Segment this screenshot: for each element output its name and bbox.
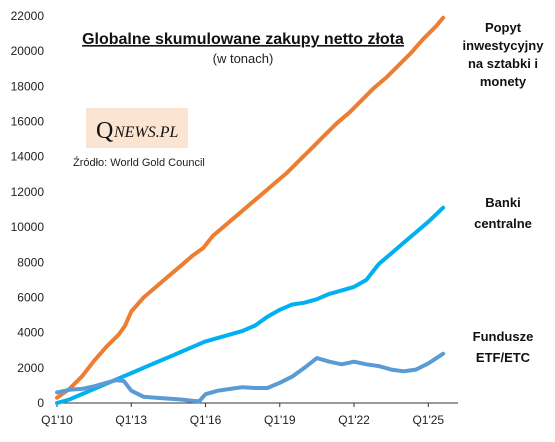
- y-tick-label: 4000: [17, 326, 44, 340]
- x-tick-label: Q1'25: [412, 413, 444, 427]
- y-tick-label: 12000: [11, 185, 45, 199]
- logo-big-letter: Q: [96, 118, 113, 144]
- series-line-central-banks: [55, 205, 446, 405]
- series-line-investment-demand: [55, 15, 446, 400]
- y-tick-label: 22000: [11, 9, 45, 23]
- chart-title: Globalne skumulowane zakupy netto złota: [82, 31, 404, 48]
- source-note: Źródło: World Gold Council: [73, 156, 205, 169]
- logo-text: NEWS.PL: [113, 124, 179, 141]
- logo-background: [86, 108, 188, 148]
- series-label-line: na sztabki i: [468, 56, 538, 71]
- series-label-line: Banki: [485, 195, 520, 210]
- axes: 0 2000 4000 6000 8000 10000 12000 14000 16000 180…: [11, 9, 458, 427]
- x-tick-label: Q1'10: [41, 413, 73, 427]
- series-line-etf: [55, 351, 446, 404]
- x-tick-label: Q1'22: [338, 413, 370, 427]
- y-tick-label: 20000: [11, 44, 45, 58]
- chart-subtitle: (w tonach): [213, 51, 274, 66]
- series-label-line: centralne: [474, 216, 532, 231]
- y-tick-label: 14000: [11, 150, 45, 164]
- logo: Q NEWS.PL: [86, 108, 188, 148]
- x-tick-label: Q1'13: [115, 413, 147, 427]
- series-label-line: inwestycyjny: [463, 38, 545, 53]
- y-tick-label: 6000: [17, 290, 44, 304]
- y-tick-label: 10000: [11, 220, 45, 234]
- series-label-line: monety: [480, 74, 527, 89]
- series-label-line: ETF/ETC: [476, 350, 531, 365]
- y-tick-label: 8000: [17, 255, 44, 269]
- series-label-line: Popyt: [485, 20, 522, 35]
- y-tick-label: 2000: [17, 361, 44, 375]
- y-tick-label: 0: [37, 396, 44, 410]
- y-tick-label: 18000: [11, 79, 45, 93]
- series-labels: Popyt inwestycyjny na sztabki i monety Banki…: [463, 20, 545, 365]
- y-tick-label: 16000: [11, 115, 45, 129]
- series-label-line: Fundusze: [473, 329, 534, 344]
- x-tick-label: Q1'16: [190, 413, 222, 427]
- x-tick-label: Q1'19: [264, 413, 296, 427]
- series-layer: [55, 15, 446, 405]
